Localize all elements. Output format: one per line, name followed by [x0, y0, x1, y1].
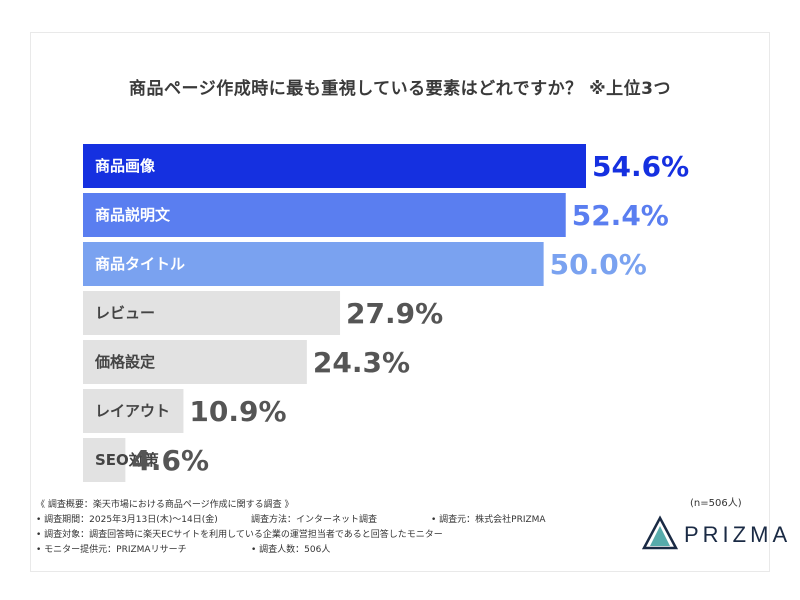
sample-size: (n=506人): [690, 498, 742, 509]
bar-7: [83, 438, 126, 482]
bar-value-label: 10.9%: [189, 395, 286, 428]
prizma-logo: PRIZMA: [640, 514, 787, 554]
notes-line-4: • モニター提供元：PRIZMAリサーチ • 調査人数：506人: [36, 543, 546, 558]
bar-value-label: 54.6%: [592, 150, 689, 183]
bar-6: [83, 389, 184, 433]
bar-4: [83, 291, 341, 335]
bar-category-label: レイアウト: [95, 402, 170, 420]
survey-method: 調査方法：インターネット調査: [251, 515, 378, 525]
bar-category-label: 商品タイトル: [95, 255, 185, 273]
chart-title: 商品ページ作成時に最も重視している要素はどれですか？ ※上位3つ: [129, 79, 671, 99]
notes-line-1: 《 調査概要：楽天市場における商品ページ作成に関する調査 》: [36, 500, 294, 510]
bar-category-label: 価格設定: [94, 353, 155, 371]
bar-category-label: SEO対策: [95, 451, 160, 469]
survey-count: • 調査人数：506人: [251, 545, 331, 555]
bar-value-label: 27.9%: [346, 297, 443, 330]
bar-3: [83, 242, 544, 286]
notes-line-3: • 調査対象：調査回答時に楽天ECサイトを利用している企業の運営担当者であると回…: [36, 530, 443, 540]
bar-5: [83, 340, 307, 384]
bar-1: [83, 144, 586, 188]
bar-value-label: 4.6%: [131, 444, 209, 477]
bar-category-label: レビュー: [95, 304, 155, 322]
bar-value-label: 50.0%: [550, 248, 647, 281]
prizma-logo-icon: [641, 515, 679, 550]
bar-value-label: 24.3%: [313, 346, 410, 379]
prizma-logo-text: PRIZMA: [684, 522, 792, 547]
bar-category-label: 商品説明文: [95, 206, 171, 224]
survey-notes: 《 調査概要：楽天市場における商品ページ作成に関する調査 》 • 調査期間：20…: [36, 498, 546, 558]
bar-2: [83, 193, 566, 237]
survey-source: • 調査元：株式会社PRIZMA: [431, 515, 546, 525]
notes-line-2: • 調査期間：2025年3月13日(木)〜14日(金) 調査方法：インターネット調…: [36, 513, 546, 528]
survey-period: • 調査期間：2025年3月13日(木)〜14日(金): [36, 515, 218, 525]
bar-category-label: 商品画像: [95, 157, 156, 175]
bar-value-label: 52.4%: [572, 199, 669, 232]
monitor-provider: • モニター提供元：PRIZMAリサーチ: [36, 545, 187, 555]
